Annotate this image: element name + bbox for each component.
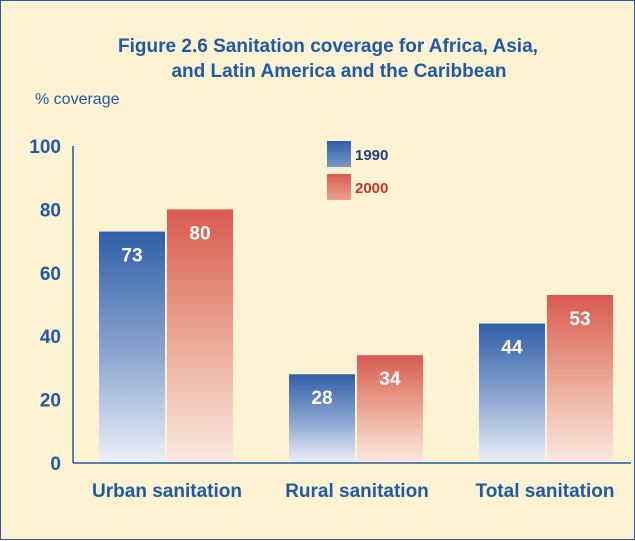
y-tick-label-40: 40 — [40, 327, 61, 348]
y-tick-label-100: 100 — [29, 137, 61, 158]
bars — [99, 209, 613, 463]
legend-swatch-1990 — [327, 141, 351, 167]
value-label-urban-sanitation-1990: 73 — [121, 246, 142, 267]
bar-total-sanitation-2000 — [547, 294, 613, 463]
bar-rural-sanitation-2000 — [357, 355, 423, 463]
value-label-urban-sanitation-2000: 80 — [189, 223, 210, 244]
bar-rural-sanitation-1990 — [289, 374, 355, 463]
bar-urban-sanitation-1990 — [99, 231, 165, 463]
chart-title-line-1: Figure 2.6 Sanitation coverage for Afric… — [118, 36, 538, 57]
chart-title-line-2: and Latin America and the Caribbean — [171, 61, 506, 82]
x-tick-label-urban-sanitation: Urban sanitation — [92, 481, 242, 502]
value-labels: 73 80 28 34 44 53 — [121, 223, 590, 409]
y-axis-label: % coverage — [35, 91, 120, 108]
value-label-rural-sanitation-1990: 28 — [311, 388, 332, 409]
x-ticks: Urban sanitation Rural sanitation Total sa… — [92, 481, 614, 502]
legend: 1990 2000 — [327, 141, 388, 200]
y-ticks: 0 20 40 60 80 100 — [29, 137, 61, 475]
value-label-rural-sanitation-2000: 34 — [379, 369, 401, 390]
bar-urban-sanitation-2000 — [167, 209, 233, 463]
bar-total-sanitation-1990 — [479, 323, 545, 463]
y-tick-label-0: 0 — [50, 454, 61, 475]
legend-swatch-2000 — [327, 174, 351, 200]
value-label-total-sanitation-1990: 44 — [501, 338, 523, 359]
y-tick-label-20: 20 — [40, 391, 61, 412]
value-label-total-sanitation-2000: 53 — [569, 309, 590, 330]
y-tick-label-60: 60 — [40, 264, 61, 285]
x-tick-label-rural-sanitation: Rural sanitation — [285, 481, 429, 502]
legend-label-2000: 2000 — [355, 180, 388, 197]
x-tick-label-total-sanitation: Total sanitation — [476, 481, 615, 502]
y-tick-label-80: 80 — [40, 200, 61, 221]
legend-label-1990: 1990 — [355, 147, 388, 164]
